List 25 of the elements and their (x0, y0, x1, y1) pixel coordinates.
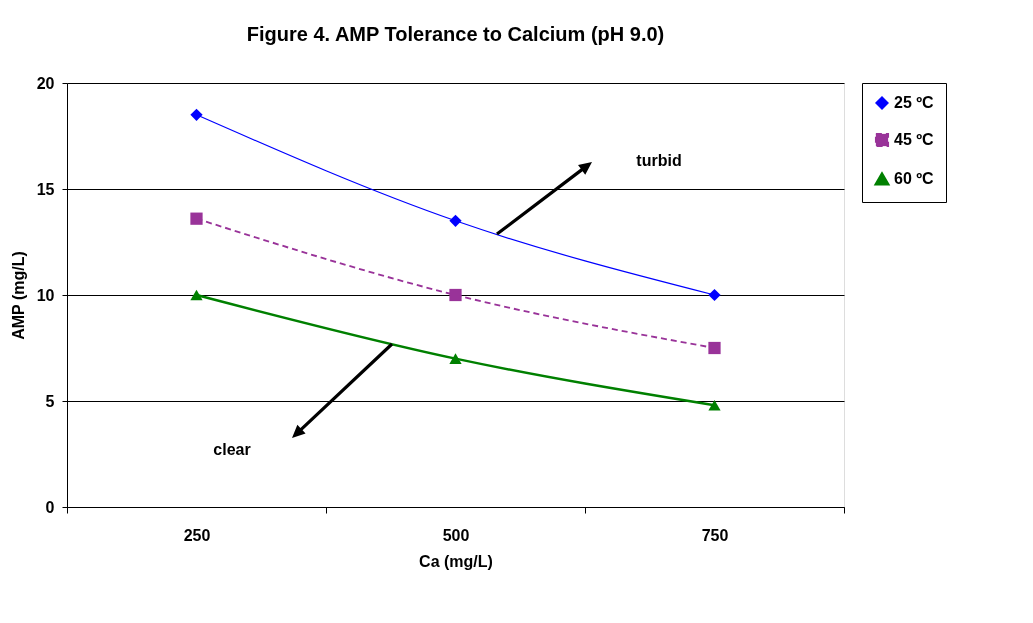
point (190, 212, 203, 225)
point (708, 399, 721, 411)
point (449, 288, 462, 302)
y-tick-label: 10 (36, 286, 55, 304)
point (449, 353, 462, 364)
point (708, 341, 721, 355)
y-tick-label: 0 (45, 498, 55, 516)
point (708, 288, 721, 302)
point (190, 289, 203, 301)
point (449, 214, 462, 227)
legend-label: 25 ºC (894, 94, 935, 111)
legend-label: 60 ºC (894, 170, 935, 187)
y-tick-label: 20 (36, 74, 55, 92)
x-axis-title: Ca (mg/L) (419, 552, 493, 570)
chart-title: Figure 4. AMP Tolerance to Calcium (pH 9.0) (246, 23, 665, 45)
y-tick-label: 5 (45, 392, 55, 410)
point (190, 108, 203, 121)
y-axis-title: AMP (mg/L) (9, 251, 27, 340)
x-tick-label: 250 (183, 526, 211, 544)
y-tick-label: 15 (36, 180, 55, 198)
annotation: clear (213, 441, 251, 458)
annotation: turbid (636, 152, 682, 169)
x-tick-label: 500 (442, 526, 470, 544)
x-tick-label: 750 (701, 526, 729, 544)
legend-label: 45 ºC (894, 131, 935, 148)
